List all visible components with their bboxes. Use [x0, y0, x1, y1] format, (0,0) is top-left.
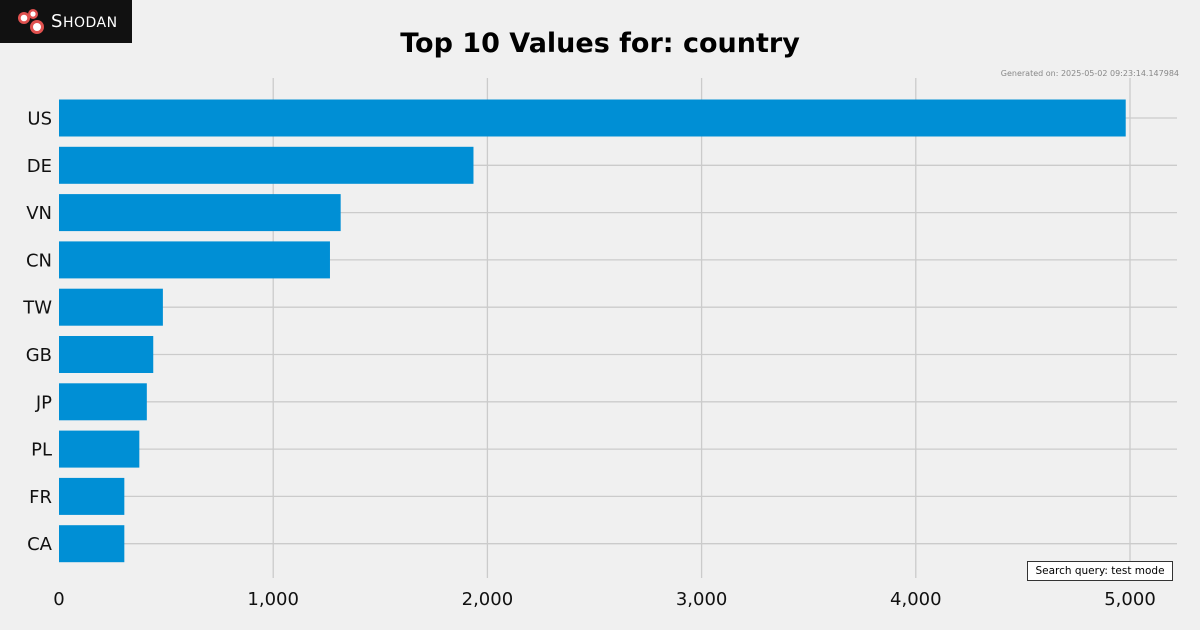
- shodan-logo-icon: [18, 9, 44, 34]
- y-tick-label: CN: [26, 250, 52, 271]
- bar-fr: [59, 477, 125, 515]
- y-tick-label: TW: [22, 298, 52, 319]
- y-tick-label: FR: [29, 487, 52, 508]
- search-query-box: Search query: test mode: [1027, 561, 1173, 581]
- x-tick-label: 2,000: [462, 589, 514, 610]
- x-tick-label: 5,000: [1104, 589, 1156, 610]
- x-tick-label: 4,000: [890, 589, 942, 610]
- chart-title: Top 10 Values for: country: [400, 28, 800, 59]
- bar-us: [59, 99, 1126, 137]
- y-tick-label: DE: [27, 156, 52, 177]
- bar-layer: [59, 99, 1126, 563]
- y-tick-label: US: [27, 109, 52, 130]
- shodan-logo[interactable]: SHODAN: [0, 0, 132, 43]
- y-tick-label: GB: [26, 345, 52, 366]
- y-tick-label: PL: [31, 440, 52, 461]
- y-tick-label: VN: [26, 203, 52, 224]
- generated-timestamp: Generated on: 2025-05-02 09:23:14.147984: [1000, 69, 1179, 78]
- bar-ca: [59, 525, 125, 563]
- bar-tw: [59, 288, 163, 326]
- x-tick-label: 3,000: [676, 589, 728, 610]
- logo-text-rest: HODAN: [62, 15, 118, 31]
- y-tick-label: CA: [27, 534, 53, 555]
- bar-cn: [59, 241, 330, 279]
- label-layer: 0 1,000 2,000 3,000 4,000 5,000 US DE VN CN TW GB JP…: [22, 109, 1156, 611]
- y-tick-label: JP: [35, 392, 52, 413]
- bar-jp: [59, 383, 147, 421]
- logo-text-initial: S: [51, 11, 63, 32]
- bar-pl: [59, 430, 140, 468]
- x-tick-label: 0: [53, 589, 64, 610]
- bar-gb: [59, 336, 154, 373]
- bar-vn: [59, 194, 341, 232]
- x-tick-label: 1,000: [247, 589, 299, 610]
- logo-text: SHODAN: [51, 11, 118, 32]
- bar-de: [59, 146, 474, 184]
